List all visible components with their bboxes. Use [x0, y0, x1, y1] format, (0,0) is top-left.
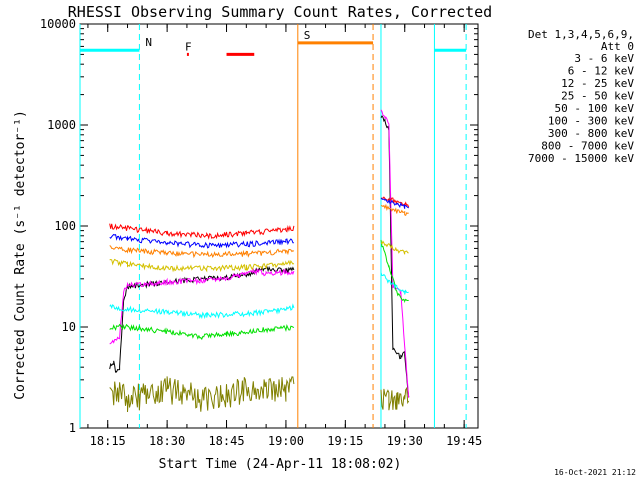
- series-line: [110, 305, 294, 318]
- y-axis-label: Corrected Count Rate (s⁻¹ detector⁻¹): [13, 110, 28, 400]
- legend-item: 3 - 6 keV: [574, 52, 634, 65]
- series-line: [110, 325, 294, 340]
- y-tick-label: 10000: [40, 17, 76, 31]
- x-tick-label: 18:45: [208, 434, 244, 448]
- series-line: [110, 267, 294, 373]
- legend-item: 100 - 300 keV: [548, 115, 634, 128]
- legend-item: 7000 - 15000 keV: [528, 152, 634, 165]
- flag-label: S: [304, 29, 311, 42]
- legend-item: 25 - 50 keV: [561, 90, 634, 103]
- series-line: [110, 376, 294, 412]
- legend-item: 800 - 7000 keV: [541, 140, 634, 153]
- series-line: [381, 388, 409, 410]
- series-line: [110, 260, 294, 271]
- legend-item: 12 - 25 keV: [561, 77, 634, 90]
- legend: Det 1,3,4,5,6,9,Att 03 - 6 keV6 - 12 keV…: [528, 28, 634, 165]
- x-axis-label: Start Time (24-Apr-11 18:08:02): [159, 457, 402, 472]
- plot-area: 1 10 100 1000 10000 18:15 18:30 18:45 19:00 19:15…: [40, 17, 482, 448]
- x-tick-label: 18:15: [90, 434, 126, 448]
- y-tick-label: 10: [62, 320, 76, 334]
- x-tick-label: 19:15: [327, 434, 363, 448]
- series-line: [110, 224, 294, 239]
- legend-item: 50 - 100 keV: [555, 102, 635, 115]
- x-tick-label: 19:45: [446, 434, 482, 448]
- flag-label: N: [145, 36, 152, 49]
- y-tick-label: 100: [54, 219, 76, 233]
- x-tick-label: 19:30: [387, 434, 423, 448]
- y-tick-label: 1: [69, 421, 76, 435]
- series-line: [381, 116, 409, 397]
- x-tick-label: 19:00: [268, 434, 304, 448]
- y-tick-label: 1000: [47, 118, 76, 132]
- legend-item: 6 - 12 keV: [568, 65, 635, 78]
- chart-title: RHESSI Observing Summary Count Rates, Co…: [68, 3, 492, 21]
- footer-date: 16-Oct-2021 21:12: [554, 468, 636, 477]
- series-line: [110, 269, 294, 344]
- series-line: [110, 235, 294, 248]
- flag-label: F: [185, 40, 192, 53]
- x-tick-label: 18:30: [149, 434, 185, 448]
- legend-item: 300 - 800 keV: [548, 127, 634, 140]
